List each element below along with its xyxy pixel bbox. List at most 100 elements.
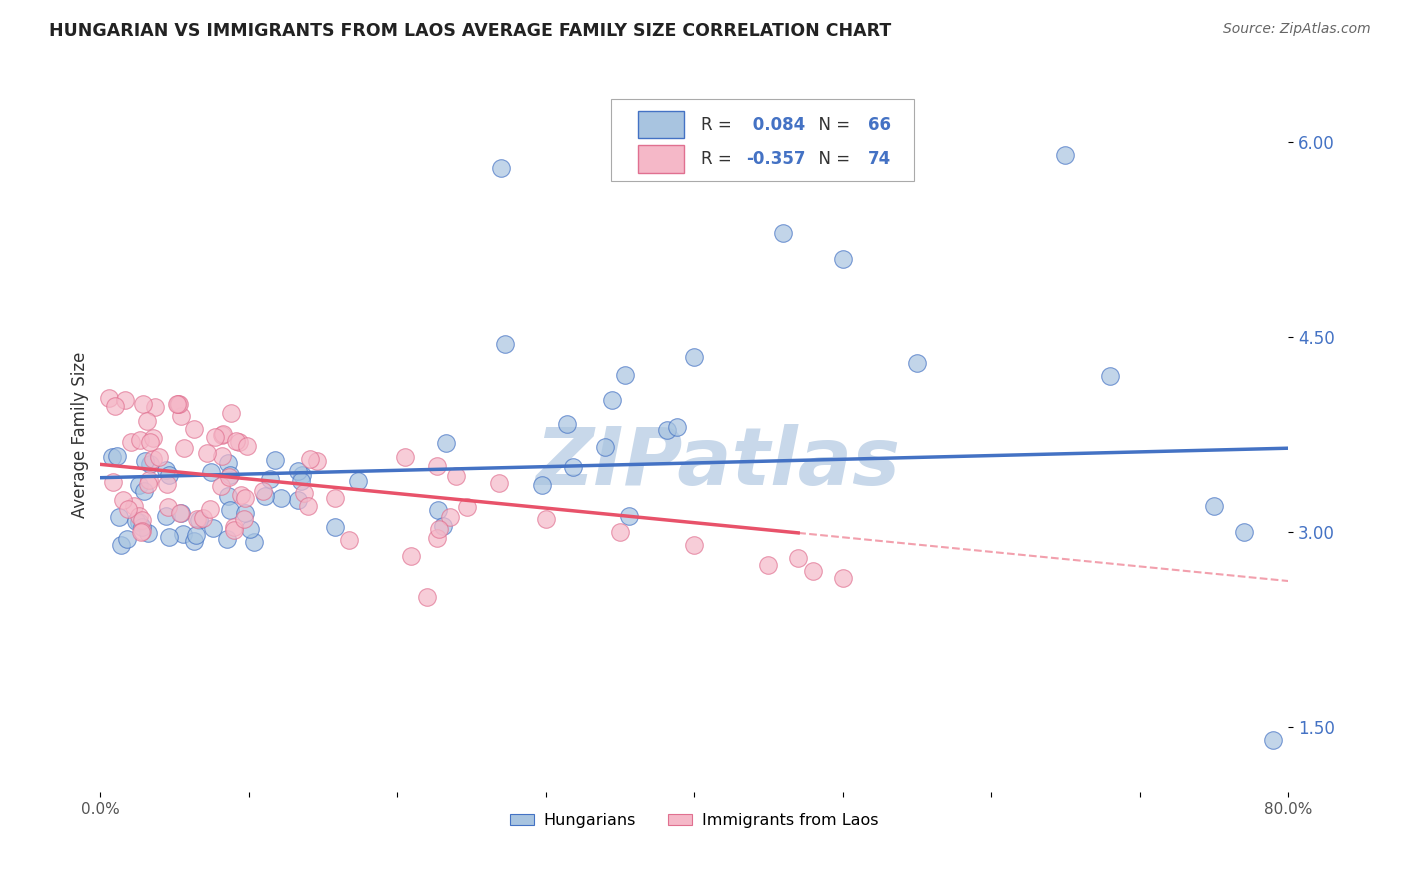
Point	[530, 477, 553, 491]
Point	[173, 441, 195, 455]
Point	[432, 518, 454, 533]
Point	[232, 512, 254, 526]
Point	[131, 524, 153, 538]
Point	[534, 512, 557, 526]
Point	[167, 396, 190, 410]
Point	[201, 520, 224, 534]
Point	[609, 525, 631, 540]
Text: -0.357: -0.357	[747, 150, 806, 168]
Point	[562, 460, 585, 475]
Point	[157, 500, 180, 515]
Point	[157, 468, 180, 483]
Text: R =: R =	[702, 116, 737, 134]
Point	[831, 252, 853, 267]
Point	[129, 524, 152, 539]
Point	[170, 506, 193, 520]
Point	[1054, 148, 1077, 162]
Point	[228, 434, 250, 449]
Point	[801, 565, 824, 579]
Point	[259, 472, 281, 486]
Text: Source: ZipAtlas.com: Source: ZipAtlas.com	[1223, 22, 1371, 37]
Point	[148, 450, 170, 464]
Text: 74: 74	[868, 150, 891, 168]
Point	[186, 512, 208, 526]
Point	[394, 450, 416, 465]
Point	[254, 489, 277, 503]
Point	[488, 476, 510, 491]
Bar	[638, 145, 683, 172]
Point	[325, 491, 347, 506]
Point	[138, 473, 160, 487]
Point	[489, 161, 512, 176]
Point	[195, 446, 218, 460]
Point	[136, 414, 159, 428]
Legend: Hungarians, Immigrants from Laos: Hungarians, Immigrants from Laos	[503, 806, 884, 834]
Point	[131, 513, 153, 527]
Point	[434, 436, 457, 450]
Point	[233, 491, 256, 505]
Text: N =: N =	[808, 150, 856, 168]
Point	[139, 434, 162, 449]
Point	[129, 433, 152, 447]
Text: HUNGARIAN VS IMMIGRANTS FROM LAOS AVERAGE FAMILY SIZE CORRELATION CHART: HUNGARIAN VS IMMIGRANTS FROM LAOS AVERAG…	[49, 22, 891, 40]
Point	[108, 510, 131, 524]
Point	[188, 513, 211, 527]
Bar	[638, 111, 683, 138]
Point	[683, 350, 706, 364]
Point	[157, 530, 180, 544]
Point	[170, 409, 193, 423]
Point	[117, 532, 139, 546]
Point	[299, 452, 322, 467]
Point	[128, 478, 150, 492]
Point	[204, 430, 226, 444]
Point	[291, 467, 314, 482]
Text: 0.084: 0.084	[747, 116, 804, 134]
Point	[683, 538, 706, 552]
Point	[117, 502, 139, 516]
Point	[219, 503, 242, 517]
Point	[217, 489, 239, 503]
Point	[287, 493, 309, 508]
Point	[617, 509, 640, 524]
Point	[212, 426, 235, 441]
Point	[270, 491, 292, 505]
Point	[337, 533, 360, 547]
Point	[416, 591, 439, 605]
Point	[399, 549, 422, 563]
Text: 66: 66	[868, 116, 890, 134]
Point	[128, 515, 150, 529]
Point	[305, 453, 328, 467]
Point	[112, 493, 135, 508]
Point	[211, 449, 233, 463]
Point	[252, 484, 274, 499]
Point	[211, 428, 233, 442]
Point	[155, 508, 177, 523]
Point	[184, 528, 207, 542]
Point	[131, 520, 153, 534]
Point	[169, 506, 191, 520]
Point	[200, 466, 222, 480]
Text: R =: R =	[702, 150, 737, 168]
Point	[167, 397, 190, 411]
Y-axis label: Average Family Size: Average Family Size	[72, 351, 89, 518]
Point	[831, 571, 853, 585]
Point	[290, 474, 312, 488]
Point	[1263, 733, 1285, 747]
Point	[155, 463, 177, 477]
Point	[905, 356, 928, 370]
Point	[136, 476, 159, 491]
Point	[120, 434, 142, 449]
Point	[215, 532, 238, 546]
Point	[217, 456, 239, 470]
Point	[655, 423, 678, 437]
Point	[1202, 500, 1225, 514]
Point	[142, 452, 165, 467]
Point	[97, 392, 120, 406]
Point	[425, 531, 447, 545]
Point	[122, 499, 145, 513]
Point	[104, 399, 127, 413]
Point	[136, 525, 159, 540]
Point	[772, 227, 794, 241]
FancyBboxPatch shape	[612, 99, 914, 181]
Point	[347, 474, 370, 488]
